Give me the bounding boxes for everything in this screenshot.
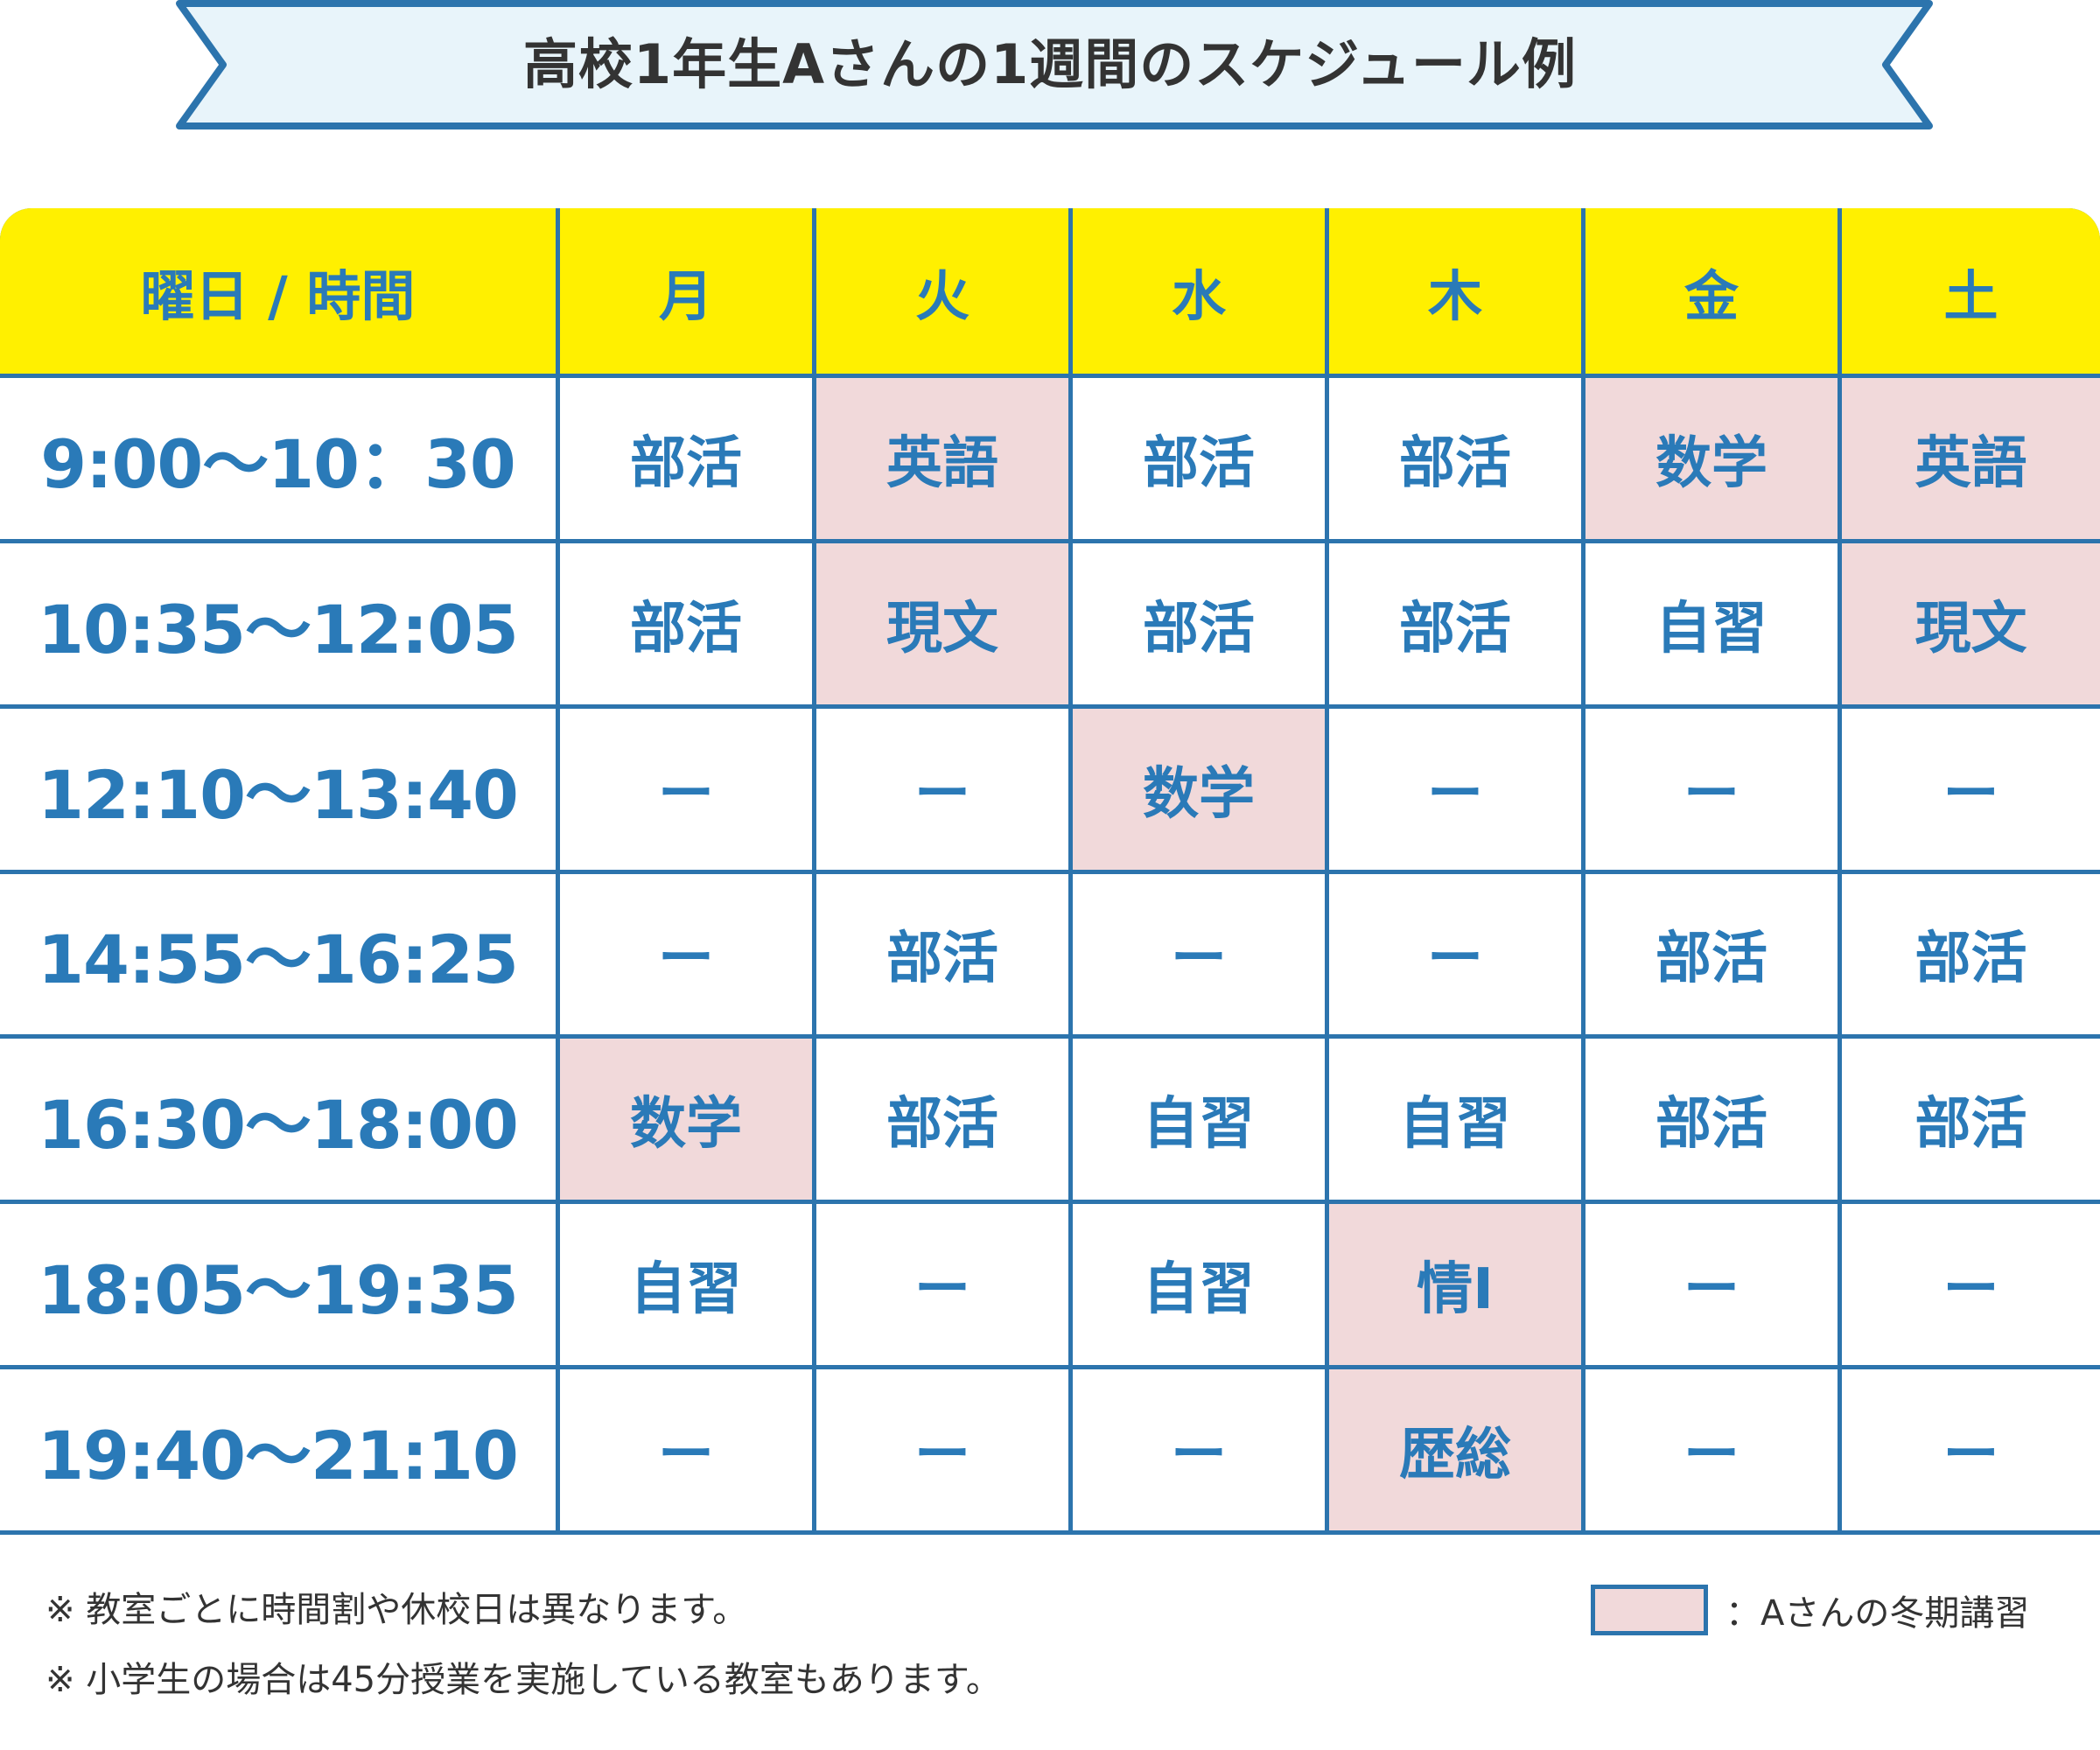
time-slot: 19:40〜21:10	[0, 1369, 560, 1535]
title-banner: 高校1年生Aさんの1週間のスケジュール例	[0, 0, 2100, 140]
schedule-cell-empty: ー	[560, 873, 816, 1040]
schedule-cell-winter-course: 現文	[1842, 542, 2100, 709]
schedule-cell: 部活	[1073, 378, 1329, 543]
schedule-cell-winter-course: 現文	[816, 542, 1073, 709]
schedule-cell-empty: ー	[1073, 873, 1329, 1040]
schedule-cell-empty: ー	[816, 1204, 1073, 1370]
schedule-cell-empty: ー	[560, 708, 816, 874]
schedule-cell: 自習	[560, 1204, 816, 1370]
legend: ：Aさんの冬期講習	[1591, 1584, 2029, 1636]
schedule-cell: 部活	[560, 542, 816, 709]
schedule-cell: 自習	[1073, 1039, 1329, 1205]
schedule-cell-empty: ー	[1073, 1369, 1329, 1535]
time-slot: 12:10〜13:40	[0, 708, 560, 874]
time-slot: 16:30〜18:00	[0, 1039, 560, 1205]
banner-ribbon-shape	[176, 0, 1933, 130]
notes: ※ 教室ごとに時間割や休校日は異なります。 ※ 小学生の場合は45分授業を実施して…	[46, 1575, 1001, 1715]
schedule-cell-winter-course: 英語	[816, 378, 1073, 543]
schedule-cell-empty: ー	[1586, 708, 1842, 874]
note-line: ※ 教室ごとに時間割や休校日は異なります。	[46, 1590, 748, 1630]
schedule-cell: 部活	[1329, 542, 1586, 709]
schedule-cell: 部活	[1842, 873, 2100, 1040]
schedule-cell-empty: ー	[1586, 1204, 1842, 1370]
time-slot: 14:55〜16:25	[0, 873, 560, 1040]
schedule-cell: 部活	[1073, 542, 1329, 709]
schedule-cell-empty: ー	[1329, 873, 1586, 1040]
schedule-cell-empty: ー	[1842, 1369, 2100, 1535]
header-day: 火	[816, 208, 1073, 378]
schedule-cell-winter-course: 英語	[1842, 378, 2100, 543]
schedule-cell: 部活	[1586, 873, 1842, 1040]
schedule-cell: 自習	[1586, 542, 1842, 709]
schedule-cell-empty: ー	[816, 1369, 1073, 1535]
schedule-cell: 部活	[816, 1039, 1073, 1205]
schedule-cell: 部活	[1329, 378, 1586, 543]
schedule-cell-winter-course: 数学	[1073, 708, 1329, 874]
schedule-cell: 自習	[1329, 1039, 1586, 1205]
time-slot: 10:35〜12:05	[0, 542, 560, 709]
schedule-cell: 自習	[1073, 1204, 1329, 1370]
header-corner-label: 曜日 / 時間	[0, 208, 560, 378]
schedule-cell: 部活	[560, 378, 816, 543]
header-day: 木	[1329, 208, 1586, 378]
schedule-cell: 部活	[1586, 1039, 1842, 1205]
schedule-cell: 部活	[816, 873, 1073, 1040]
header-day: 月	[560, 208, 816, 378]
header-day: 金	[1586, 208, 1842, 378]
legend-label: ：Aさんの冬期講習	[1726, 1593, 2030, 1634]
legend-swatch-winter-course	[1591, 1585, 1708, 1635]
schedule-cell-winter-course: 歴総	[1329, 1369, 1586, 1535]
time-slot: 18:05〜19:35	[0, 1204, 560, 1370]
schedule-cell-empty: ー	[560, 1369, 816, 1535]
schedule-cell-empty: ー	[816, 708, 1073, 874]
schedule-cell-empty: ー	[1842, 708, 2100, 874]
schedule-cell-empty: ー	[1842, 1204, 2100, 1370]
note-line: ※ 小学生の場合は45分授業を実施している教室もあります。	[46, 1660, 1001, 1700]
schedule-cell-empty: ー	[1586, 1369, 1842, 1535]
header-day: 土	[1842, 208, 2100, 378]
schedule-table: 曜日 / 時間月火水木金土 9:00〜10：30 部活 英語 部活 部活 数学 英語 10:35…	[0, 208, 2100, 1535]
header-day: 水	[1073, 208, 1329, 378]
time-slot: 9:00〜10：30	[0, 378, 560, 543]
schedule-cell-winter-course: 情Ⅰ	[1329, 1204, 1586, 1370]
schedule-cell-empty: ー	[1329, 708, 1586, 874]
page-title: 高校1年生Aさんの1週間のスケジュール例	[523, 32, 1577, 96]
schedule-cell-winter-course: 数学	[1586, 378, 1842, 543]
schedule-cell-winter-course: 数学	[560, 1039, 816, 1205]
schedule-cell: 部活	[1842, 1039, 2100, 1205]
